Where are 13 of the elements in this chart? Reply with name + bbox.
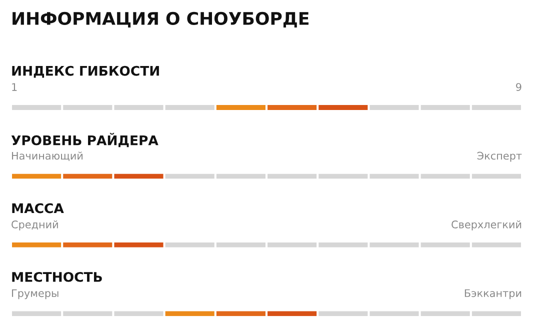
chart-title: МАССА — [12, 203, 64, 214]
text: Бэккантри — [464, 289, 522, 300]
chart-title: ИНДЕКС ГИБКОСТИ — [12, 66, 159, 78]
text: 1 — [12, 83, 17, 91]
text: ИНФОРМАЦИЯ О СНОУБОРДЕ — [12, 12, 309, 28]
chart-title: МЕСТНОСТЬ — [12, 272, 102, 282]
text: Сверхлегкий — [452, 220, 522, 230]
text: Эксперт — [477, 152, 522, 162]
text: 9 — [516, 83, 522, 91]
chart-title: УРОВЕНЬ РАЙДЕРА — [11, 132, 158, 148]
text: Средний — [12, 220, 58, 230]
text: Начинающий — [12, 152, 83, 161]
text: Грумеры — [12, 289, 58, 300]
